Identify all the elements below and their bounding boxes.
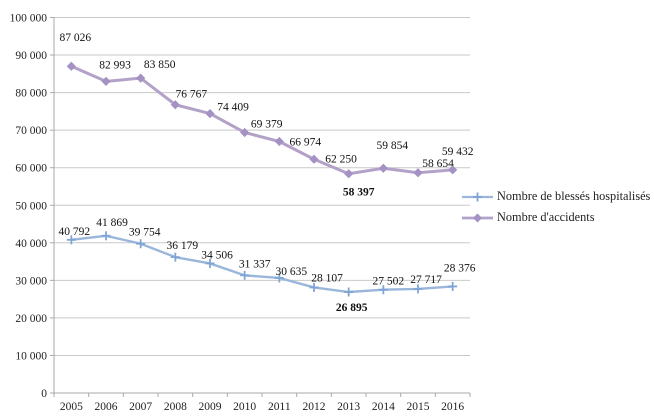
data-label: 83 850: [144, 59, 176, 71]
purple-line-diamond-marker-icon: [462, 213, 493, 222]
data-label: 34 506: [201, 249, 233, 261]
data-label: 39 754: [129, 227, 161, 239]
x-tick-label: 2006: [95, 401, 118, 413]
data-label: 58 397: [343, 187, 375, 199]
diamond-marker-icon: [448, 165, 458, 175]
data-label: 59 854: [377, 140, 409, 152]
data-label: 82 993: [99, 59, 131, 71]
y-tick-label: 90 000: [15, 50, 47, 62]
data-label: 26 895: [336, 302, 368, 314]
x-tick-label: 2009: [199, 401, 222, 413]
data-label: 27 502: [373, 276, 405, 288]
y-tick-label: 60 000: [15, 163, 47, 175]
data-label: 40 792: [59, 226, 91, 238]
data-label: 30 635: [276, 266, 308, 278]
diamond-marker-icon: [170, 100, 180, 110]
diamond-marker-icon: [66, 61, 76, 71]
diamond-marker-icon: [309, 154, 319, 164]
data-label: 66 974: [290, 137, 322, 149]
legend-label-accidents: Nombre d'accidents: [497, 210, 595, 224]
diamond-marker-icon: [413, 168, 423, 178]
data-label: 28 107: [311, 272, 343, 284]
legend-item-blesses-hospitalises: Nombre de blessés hospitalisés: [461, 186, 650, 207]
x-tick-label: 2007: [129, 401, 152, 413]
y-tick-label: 80 000: [15, 88, 47, 100]
blue-line-plus-marker-icon: [462, 192, 493, 201]
diamond-marker-icon: [378, 163, 388, 173]
x-tick-label: 2008: [164, 401, 187, 413]
data-label: 28 376: [444, 262, 476, 274]
legend-label-blesses-hospitalises: Nombre de blessés hospitalisés: [497, 189, 651, 203]
diamond-marker-icon: [101, 76, 111, 86]
y-tick-label: 50 000: [15, 200, 47, 212]
y-tick-label: 70 000: [15, 125, 47, 137]
diamond-marker-icon: [240, 127, 250, 138]
y-tick-label: 10 000: [15, 350, 47, 362]
x-tick-label: 2011: [268, 401, 291, 413]
data-label: 69 379: [251, 118, 283, 130]
chart-legend: Nombre de blessés hospitalisés Nombre d'…: [461, 186, 650, 228]
series-line-1: [69, 64, 455, 176]
data-label: 62 250: [325, 153, 357, 165]
data-label: 58 654: [422, 158, 454, 170]
x-tick-label: 2010: [233, 401, 256, 413]
x-tick-label: 2015: [407, 401, 430, 413]
data-label: 41 869: [96, 217, 128, 229]
y-tick-label: 20 000: [15, 313, 47, 325]
diamond-marker-icon: [136, 73, 146, 83]
diamond-marker-icon: [205, 108, 215, 119]
x-tick-label: 2013: [337, 401, 360, 413]
data-label: 74 409: [217, 102, 249, 114]
legend-item-accidents: Nombre d'accidents: [461, 207, 650, 228]
series-line-0: [70, 234, 454, 294]
diamond-marker-icon: [344, 169, 354, 179]
data-label: 87 026: [60, 32, 92, 44]
y-tick-label: 40 000: [15, 238, 47, 250]
data-label: 27 717: [410, 274, 442, 286]
data-label: 31 337: [239, 258, 271, 270]
x-tick-label: 2012: [303, 401, 326, 413]
x-tick-label: 2016: [441, 401, 464, 413]
x-tick-label: 2005: [60, 401, 83, 413]
data-label: 59 432: [442, 146, 474, 158]
data-label: 76 767: [176, 89, 208, 101]
y-tick-label: 0: [41, 388, 47, 400]
data-label: 36 179: [167, 240, 199, 252]
x-tick-label: 2014: [372, 401, 395, 413]
y-tick-label: 100 000: [10, 13, 48, 25]
y-tick-label: 30 000: [15, 275, 47, 287]
diamond-marker-icon: [274, 136, 284, 147]
